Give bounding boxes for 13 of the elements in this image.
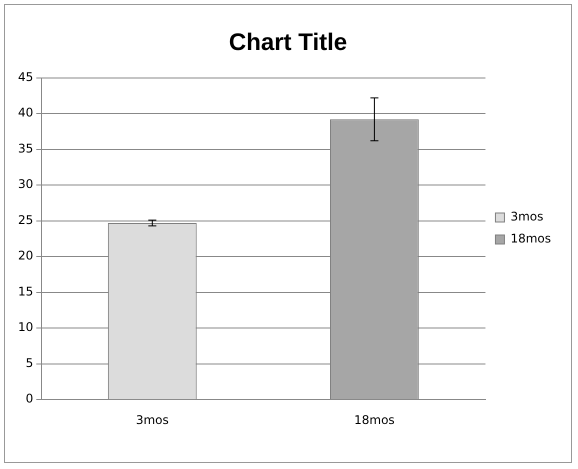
y-tick-label: 20 xyxy=(18,248,34,263)
y-tick-label: 10 xyxy=(18,320,34,334)
y-tick-label: 5 xyxy=(26,356,34,370)
y-tick-label: 40 xyxy=(18,106,34,120)
y-tick-label: 0 xyxy=(26,392,34,406)
chart-title: Chart Title xyxy=(228,29,348,56)
y-tick-label: 15 xyxy=(18,284,34,298)
y-tick-label: 35 xyxy=(18,141,34,156)
y-tick-label: 45 xyxy=(18,70,34,84)
y-tick-label: 30 xyxy=(18,177,34,192)
legend-label: 18mos xyxy=(510,232,552,246)
y-tick-label: 25 xyxy=(18,212,34,227)
legend-label: 3mos xyxy=(510,210,544,224)
